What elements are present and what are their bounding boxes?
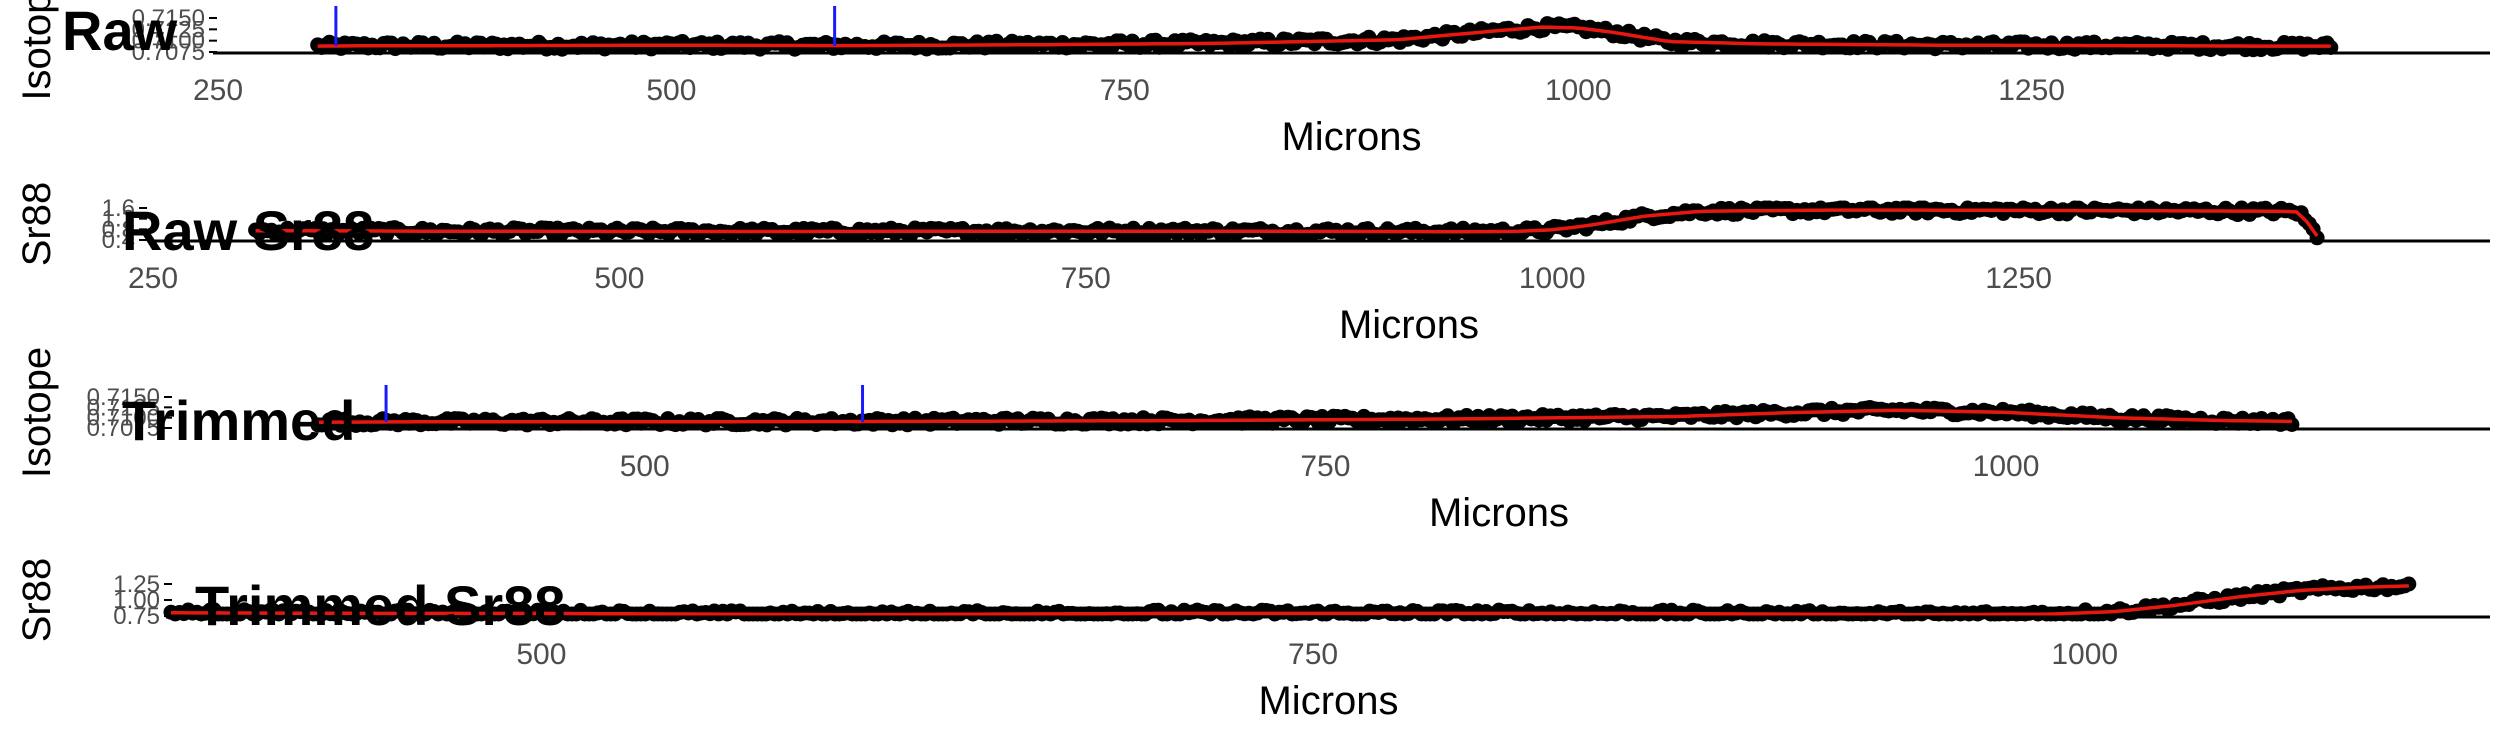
x-axis-title: Microns [1429, 491, 1569, 535]
panel-title: Raw [62, 0, 178, 62]
y-tick-label: 1.25 [113, 571, 160, 598]
x-tick-label: 750 [1288, 638, 1338, 671]
y-tick-label: 0.8 [102, 216, 135, 243]
y-tick-label: 0.7100 [87, 405, 160, 432]
smooth-line [318, 408, 2292, 424]
data-point [2309, 230, 2325, 246]
scatter-points [310, 16, 2339, 58]
y-tick-label: 1.2 [102, 206, 135, 233]
x-tick-label: 500 [594, 262, 644, 295]
smooth-line [317, 25, 2331, 48]
x-tick-label: 250 [128, 262, 178, 295]
x-tick-label: 500 [646, 74, 696, 107]
y-axis-title: Isotope [15, 0, 59, 101]
x-tick-label: 500 [620, 450, 670, 483]
x-tick-label: 750 [1300, 450, 1350, 483]
x-axis-title: Microns [1339, 303, 1479, 347]
y-tick-label: 0.75 [113, 603, 160, 630]
x-tick-label: 1000 [1519, 262, 1586, 295]
panel-title: Trimmed Sr88 [195, 574, 565, 637]
y-axis-title: Sr88 [15, 182, 59, 267]
y-tick-label: 0.7150 [87, 384, 160, 411]
y-tick-label: 0.7075 [87, 415, 160, 442]
smooth-line [255, 208, 2319, 238]
x-tick-label: 1250 [1985, 262, 2052, 295]
data-point [2401, 576, 2417, 592]
x-axis-title: Microns [1281, 115, 1421, 159]
x-tick-label: 1000 [2051, 638, 2118, 671]
smooth-line [171, 584, 2409, 617]
y-axis-title: Sr88 [15, 558, 59, 643]
x-tick-label: 750 [1061, 262, 1111, 295]
x-tick-label: 1250 [1998, 74, 2065, 107]
y-tick-label: 0.7125 [132, 16, 205, 43]
y-tick-label: 0.7100 [132, 28, 205, 55]
panel-2: 0.40.81.21.6 250 500 750 1000 1250 Microns Sr88… [15, 182, 2490, 347]
scatter-points [248, 200, 2325, 246]
y-tick-label: 1.00 [113, 587, 160, 614]
panel-4: 0.751.001.25 500 750 1000 Microns Sr88 Trimmed… [15, 558, 2490, 723]
x-tick-label: 500 [516, 638, 566, 671]
y-axis-title: Isotope [15, 347, 59, 478]
x-tick-label: 1000 [1973, 450, 2040, 483]
y-tick-label: 1.6 [102, 195, 135, 222]
panel-title: Trimmed [122, 389, 355, 452]
x-tick-label: 750 [1100, 74, 1150, 107]
y-tick-label: 0.4 [102, 227, 135, 254]
x-tick-label: 1000 [1545, 74, 1612, 107]
panel-title: Raw Sr88 [122, 199, 374, 262]
y-tick-label: 0.7150 [132, 5, 205, 32]
y-tick-label: 0.7075 [132, 39, 205, 66]
x-axis-title: Microns [1258, 679, 1398, 723]
x-tick-label: 250 [193, 74, 243, 107]
y-tick-label: 0.7125 [87, 394, 160, 421]
